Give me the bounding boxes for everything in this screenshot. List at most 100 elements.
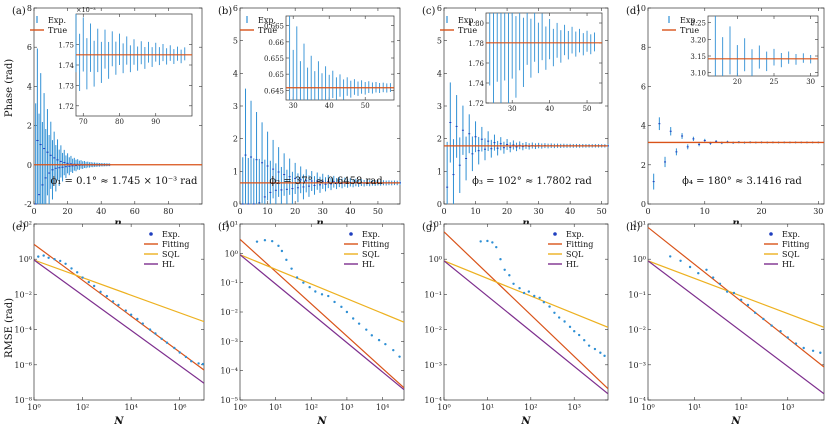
data-point — [512, 282, 515, 286]
y-tick-label: 10² — [19, 220, 32, 229]
y-tick-label: -2 — [24, 200, 32, 209]
y-tick-label: 10⁻⁴ — [424, 396, 442, 405]
y-tick-label: 1 — [233, 167, 238, 176]
phase-annotation: ϕ₄ = 180° ≈ 3.1416 rad — [682, 176, 802, 187]
data-point — [92, 284, 96, 288]
data-point — [280, 249, 284, 253]
data-point — [587, 344, 591, 347]
x-axis-title: n — [522, 218, 529, 229]
model-lines — [34, 243, 204, 384]
data-point — [384, 342, 387, 346]
data-point — [270, 239, 274, 243]
data-point — [197, 362, 200, 365]
data-point — [370, 334, 374, 337]
x-tick-label: 10² — [734, 403, 747, 412]
x-tick-label: 0 — [31, 207, 36, 216]
data-point — [160, 337, 163, 341]
y-tick-label: 4 — [233, 69, 238, 78]
data-point — [178, 351, 181, 354]
data-point — [47, 256, 50, 260]
x-tick-label: 40 — [96, 207, 106, 216]
plot-frame — [75, 13, 193, 117]
data-point — [59, 259, 62, 263]
legend-label-sql: SQL — [162, 250, 180, 259]
plot-frame — [647, 223, 825, 401]
data-point — [357, 322, 361, 325]
x-tick-label: 50 — [583, 105, 592, 113]
data-point — [75, 271, 79, 274]
y-tick-label: 10⁻² — [14, 290, 32, 299]
data-point — [398, 355, 401, 358]
y-tick-label: 0.655 — [264, 55, 284, 63]
panel-label: (h) — [626, 222, 640, 233]
data-point — [762, 317, 765, 321]
panel-e: 10⁰ 10² 10⁴ 10⁶10⁻⁸10⁻⁶10⁻⁴10⁻²10⁰10²(e)NEx… — [12, 220, 205, 427]
data-point — [802, 346, 805, 350]
y-tick-label: 0 — [27, 161, 32, 170]
data-point — [105, 294, 109, 298]
data-point — [295, 276, 299, 279]
y-tick-label: 10¹ — [429, 220, 442, 229]
legend-label-true: True — [48, 26, 67, 35]
x-axis-title: N — [520, 416, 531, 427]
y-tick-label: 1.76 — [468, 60, 484, 68]
y-tick-label: 0.665 — [264, 23, 284, 31]
fitting-line — [34, 243, 204, 371]
legend-label-hl: HL — [162, 260, 175, 269]
x-tick-label: 70 — [79, 118, 88, 126]
y-tick-label: 10⁻² — [220, 308, 238, 317]
y-tick-label: 10⁻⁵ — [220, 396, 238, 405]
x-tick-label: 10⁰ — [437, 403, 450, 412]
x-tick-label: 50 — [597, 207, 607, 216]
x-tick-label: 0 — [645, 207, 650, 216]
x-tick-label: 30 — [318, 207, 328, 216]
data-point — [136, 317, 139, 321]
data-point — [811, 349, 815, 352]
hl-line — [34, 259, 204, 384]
legend-label-exp: Exp. — [162, 230, 180, 239]
data-point — [593, 347, 597, 351]
panel-c: 0 10 20 30 40 50 0 1 2 3 4 5 6(c) n ϕ₃ = 102° ≈ 1.7802… — [422, 4, 609, 229]
exp-series — [34, 48, 111, 205]
y-tick-label: 2 — [641, 161, 646, 170]
x-tick-label: 40 — [325, 102, 334, 110]
y-tick-label: 0.66 — [268, 39, 284, 47]
y-tick-label: 8 — [641, 43, 646, 52]
y-tick-label: 1.72 — [468, 100, 484, 108]
x-tick-label: 10 — [470, 207, 480, 216]
x-tick-label: 40 — [345, 207, 355, 216]
y-tick-label: 1.72 — [58, 103, 74, 111]
data-point — [725, 290, 729, 293]
legend-label-exp: Exp. — [680, 16, 698, 25]
legend-label-fitting: Fitting — [782, 240, 809, 249]
x-tick-label: 10² — [524, 403, 537, 412]
legend-label-true: True — [680, 26, 699, 35]
legend-label-hl: HL — [782, 260, 795, 269]
y-tick-label: 10⁰ — [429, 255, 442, 264]
data-point — [111, 300, 115, 303]
legend-label-hl: HL — [566, 260, 579, 269]
legend-marker-exp — [553, 232, 557, 236]
x-tick-label: 60 — [130, 207, 140, 216]
y-tick-label: 3 — [437, 102, 442, 111]
data-point — [377, 338, 381, 342]
inset-b: 30 40 50 0.645 0.65 0.655 0.66 0.665 — [264, 15, 395, 110]
y-tick-label: 2 — [233, 135, 238, 144]
hl-line — [444, 260, 608, 395]
y-tick-label: 5 — [437, 37, 442, 46]
exp-series — [669, 255, 822, 354]
legend-label-exp: Exp. — [258, 16, 276, 25]
data-point — [392, 348, 395, 352]
x-tick-label: 10⁶ — [173, 403, 186, 412]
y-tick-label: 0 — [233, 200, 238, 209]
legend-label-hl: HL — [362, 260, 375, 269]
data-point — [314, 290, 317, 293]
phase-annotation: ϕ₃ = 102° ≈ 1.7802 rad — [472, 176, 592, 187]
x-tick-label: 10¹ — [269, 403, 282, 412]
panel-label: (g) — [422, 222, 436, 233]
data-point — [688, 265, 692, 269]
x-tick-label: 10¹ — [688, 403, 701, 412]
data-point — [148, 328, 152, 331]
data-point — [277, 244, 280, 248]
data-point — [548, 305, 551, 308]
